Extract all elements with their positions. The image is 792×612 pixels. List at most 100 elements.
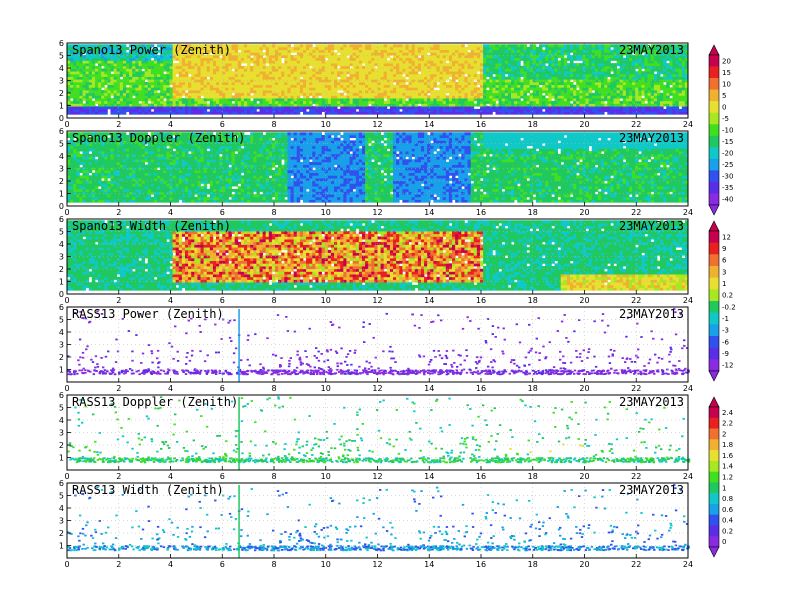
heatmap-cell [663,55,667,59]
heatmap-cell [275,71,279,75]
heatmap-cell [681,49,686,53]
heatmap-cell [402,68,406,72]
heatmap-cell [411,106,416,110]
heatmap-cell [361,55,366,59]
heatmap-cell [383,95,388,99]
heatmap-cell [262,108,267,112]
heatmap-cell [138,111,142,115]
heatmap-cell [309,68,313,72]
heatmap-cell [104,71,108,75]
heatmap-cell [318,73,322,77]
heatmap-cell [299,63,304,67]
heatmap-cell [119,92,124,96]
heatmap-cell [442,100,447,104]
heatmap-cell [247,103,251,107]
heatmap-cell [79,55,83,59]
heatmap-cell [275,92,279,96]
heatmap-cell [122,55,127,59]
heatmap-cell [216,103,220,107]
heatmap-cell [644,46,649,51]
heatmap-cell [445,87,450,91]
heatmap-cell [259,87,264,91]
heatmap-cell [209,81,214,86]
heatmap-cell [101,57,105,61]
heatmap-cell [476,90,481,94]
heatmap-cell [346,76,350,80]
heatmap-cell [684,92,689,96]
heatmap-cell [479,44,484,48]
heatmap-cell [535,87,540,91]
heatmap-cell [464,100,468,104]
heatmap-cell [607,44,611,48]
heatmap-cell [98,95,102,99]
heatmap-cell [296,68,301,72]
heatmap-cell [88,103,93,107]
heatmap-cell [284,52,288,56]
heatmap-cell [467,111,472,115]
heatmap-cell [324,87,329,91]
heatmap-cell [163,60,167,64]
heatmap-cell [601,46,605,51]
heatmap-cell [352,65,357,69]
heatmap-cell [594,49,599,53]
heatmap-cell [194,81,198,86]
heatmap-cell [514,60,518,64]
heatmap-cell [498,57,503,61]
heatmap-cell [483,103,487,107]
heatmap-cell [240,46,245,51]
heatmap-cell [563,92,568,96]
heatmap-cell [91,95,96,99]
heatmap-cell [262,73,267,77]
heatmap-cell [504,87,509,91]
heatmap-cell [585,87,590,91]
heatmap-cell [663,57,667,61]
heatmap-cell [514,95,518,99]
heatmap-cell [386,84,391,88]
heatmap-cell [290,79,295,83]
heatmap-cell [299,92,304,96]
heatmap-cell [147,57,152,61]
heatmap-cell [511,68,515,72]
heatmap-cell [672,49,676,53]
heatmap-cell [206,71,211,75]
heatmap-cell [656,92,661,96]
heatmap-cell [219,71,223,75]
heatmap-cell [302,52,307,56]
heatmap-cell [464,95,468,99]
heatmap-cell [197,90,201,94]
heatmap-cell [237,65,242,69]
heatmap-cell [672,57,676,61]
heatmap-cell [334,79,338,83]
heatmap-cell [520,103,524,107]
heatmap-cell [492,65,496,69]
heatmap-cell [191,49,195,53]
heatmap-cell [113,76,118,80]
heatmap-cell [88,108,93,112]
heatmap-cell [529,81,534,86]
heatmap-cell [129,84,133,88]
heatmap-cell [368,52,372,56]
heatmap-cell [98,111,102,115]
heatmap-cell [501,100,506,104]
heatmap-cell [349,49,354,53]
heatmap-cell [579,87,583,91]
heatmap-cell [560,76,565,80]
heatmap-cell [82,65,87,69]
heatmap-cell [625,87,630,91]
heatmap-cell [259,84,264,88]
heatmap-cell [153,87,158,91]
heatmap-cell [206,81,211,86]
heatmap-cell [632,108,636,112]
heatmap-cell [271,103,276,107]
heatmap-cell [116,63,121,67]
heatmap-cell [172,87,177,91]
heatmap-cell [675,60,680,64]
heatmap-cell [194,44,198,48]
heatmap-cell [467,52,472,56]
heatmap-cell [225,84,229,88]
heatmap-cell [166,60,170,64]
heatmap-cell [368,79,372,83]
heatmap-cell [597,106,602,110]
heatmap-cell [622,73,627,77]
heatmap-cell [222,65,226,69]
